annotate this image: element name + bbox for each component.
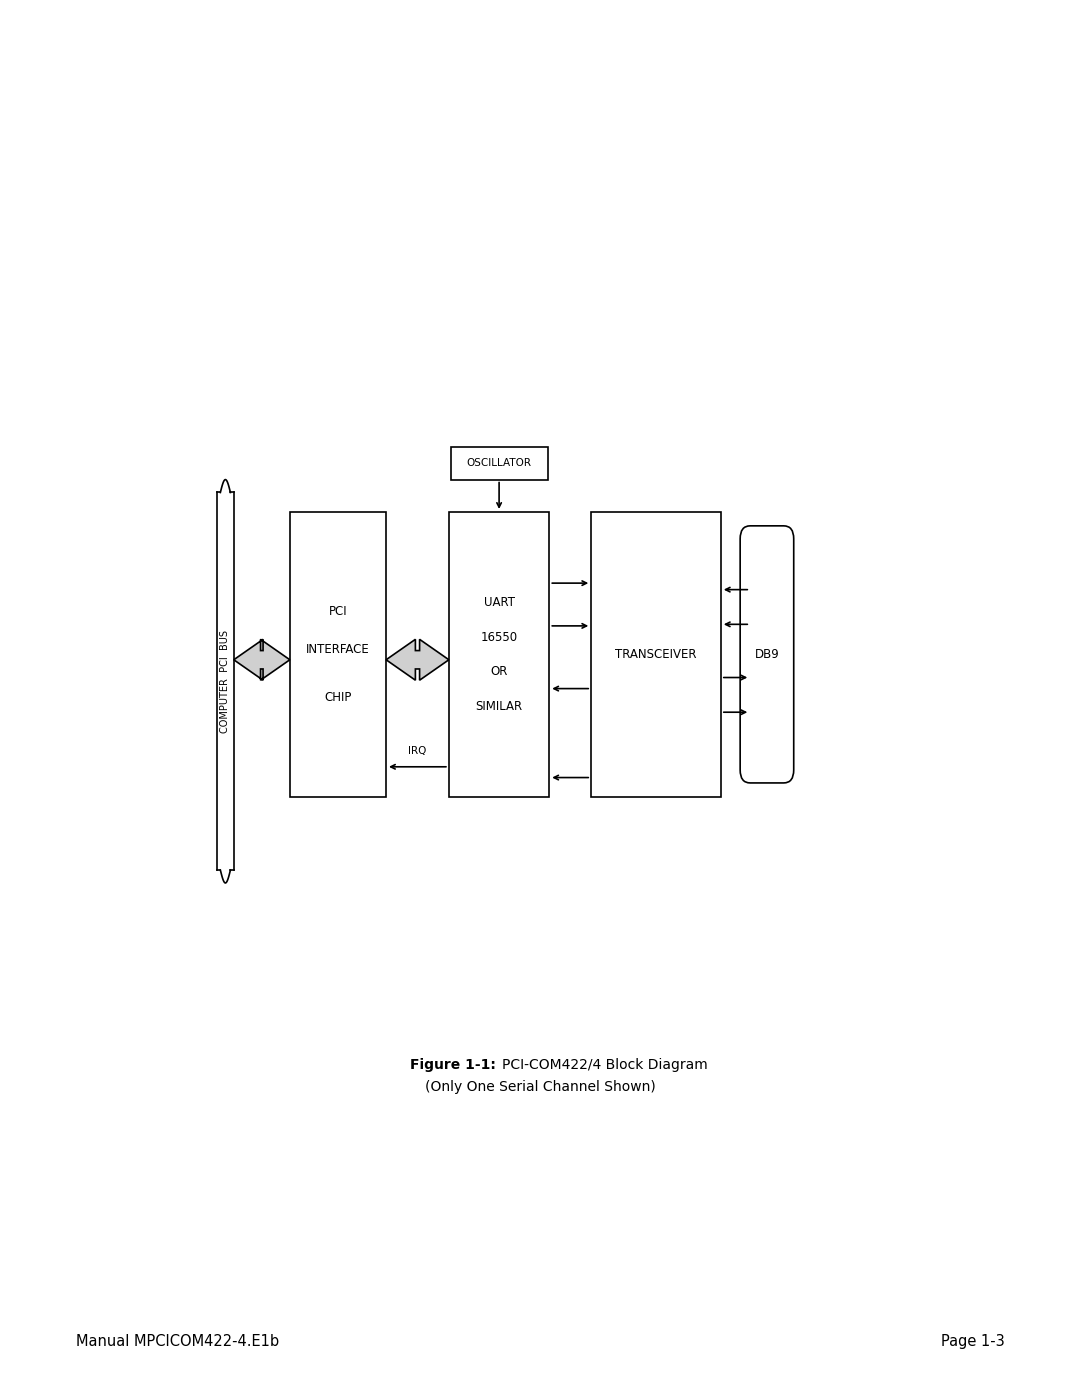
Text: OR: OR — [490, 665, 508, 678]
Bar — [289, 511, 387, 796]
Text: PCI-COM422/4 Block Diagram: PCI-COM422/4 Block Diagram — [502, 1058, 708, 1071]
Text: SIMILAR: SIMILAR — [475, 700, 523, 712]
Text: PCI: PCI — [328, 605, 348, 617]
Text: CHIP: CHIP — [324, 692, 352, 704]
Polygon shape — [387, 640, 449, 680]
Text: 16550: 16550 — [481, 630, 517, 644]
Text: Manual MPCICOM422-4.E1b: Manual MPCICOM422-4.E1b — [76, 1334, 279, 1348]
FancyBboxPatch shape — [740, 525, 794, 782]
Text: UART: UART — [484, 597, 514, 609]
Bar — [449, 511, 550, 796]
Text: COMPUTER  PCI  BUS: COMPUTER PCI BUS — [220, 630, 230, 733]
Text: Figure 1-1:: Figure 1-1: — [410, 1058, 497, 1071]
Text: Page 1-3: Page 1-3 — [941, 1334, 1004, 1348]
Text: (Only One Serial Channel Shown): (Only One Serial Channel Shown) — [424, 1080, 656, 1094]
Text: IRQ: IRQ — [408, 746, 427, 756]
Polygon shape — [233, 640, 289, 680]
Text: DB9: DB9 — [755, 648, 780, 661]
Text: INTERFACE: INTERFACE — [306, 643, 369, 655]
Bar — [591, 511, 720, 796]
Bar — [450, 447, 548, 479]
Text: OSCILLATOR: OSCILLATOR — [467, 458, 531, 468]
Text: TRANSCEIVER: TRANSCEIVER — [616, 648, 697, 661]
